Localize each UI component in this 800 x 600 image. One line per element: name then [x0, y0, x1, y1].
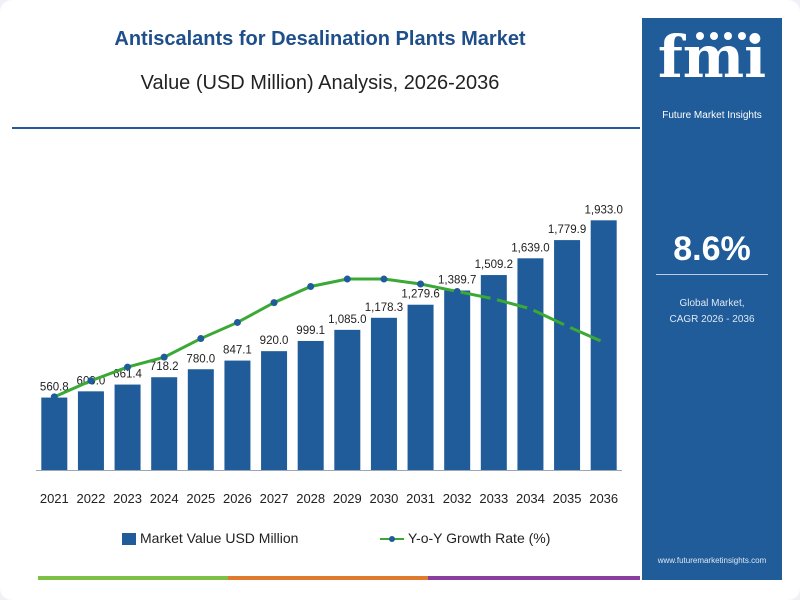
bar [297, 340, 324, 470]
x-tick-label: 2024 [150, 491, 179, 506]
cagr-divider [656, 274, 768, 275]
x-tick-label: 2021 [40, 491, 69, 506]
x-tick-label: 2026 [223, 491, 252, 506]
legend-line-swatch [380, 533, 404, 545]
bar [41, 397, 68, 470]
bar [151, 377, 178, 470]
growth-rate-point [50, 393, 58, 401]
x-tick-label: 2023 [113, 491, 142, 506]
x-tick-label: 2022 [76, 491, 105, 506]
x-tick-label: 2035 [553, 491, 582, 506]
chart-title: Antiscalants for Desalination Plants Mar… [114, 28, 526, 50]
bar [554, 240, 581, 470]
footer-stripe-green [38, 576, 228, 580]
chart-subtitle: Value (USD Million) Analysis, 2026-2036 [140, 72, 500, 94]
bar [187, 369, 214, 470]
title-divider [12, 127, 640, 129]
growth-rate-point [343, 275, 351, 283]
legend-line-label: Y-o-Y Growth Rate (%) [408, 530, 551, 546]
cagr-label-line1: Global Market, [679, 298, 745, 309]
chart-plot: 560.82021609.02022661.42023718.22024780.… [36, 204, 623, 506]
x-tick-label: 2032 [443, 491, 472, 506]
growth-rate-point [380, 275, 388, 283]
legend-item-line: Y-o-Y Growth Rate (%) [380, 530, 550, 552]
x-tick-label: 2029 [333, 491, 362, 506]
bar-value-label: 1,389.7 [438, 274, 476, 286]
cagr-label: Global Market, CAGR 2026 - 2036 [642, 296, 782, 328]
bar-value-label: 1,639.0 [511, 242, 549, 254]
bar-value-label: 718.2 [150, 361, 179, 373]
bar [480, 275, 507, 470]
footer-stripe-purple [428, 576, 640, 580]
bar [224, 360, 251, 470]
x-tick-label: 2027 [260, 491, 289, 506]
brand-name: Future Market Insights [662, 110, 762, 121]
cagr-label-line2: CAGR 2026 - 2036 [669, 314, 755, 325]
bar-value-label: 1,779.9 [548, 224, 586, 236]
bar [77, 391, 104, 470]
bar-value-label: 780.0 [186, 353, 215, 365]
growth-rate-point [490, 295, 498, 303]
bar-value-label: 1,279.6 [401, 289, 439, 301]
growth-rate-point [600, 338, 608, 346]
x-tick-label: 2030 [369, 491, 398, 506]
growth-rate-point [233, 318, 241, 326]
legend-item-bars: Market Value USD Million [122, 530, 298, 552]
growth-rate-point [197, 335, 205, 343]
bar-value-label: 1,933.0 [585, 204, 623, 216]
growth-rate-point [87, 377, 95, 385]
bar-value-label: 1,178.3 [365, 302, 403, 314]
bar [261, 351, 288, 470]
growth-rate-point [453, 287, 461, 295]
bar-value-label: 920.0 [260, 335, 289, 347]
brand-sidebar: fmi Future Market Insights 8.6% Global M… [642, 18, 782, 580]
legend-bar-label: Market Value USD Million [140, 530, 299, 546]
bar-value-label: 999.1 [296, 325, 325, 337]
growth-rate-point [160, 353, 168, 361]
bar [517, 258, 544, 470]
bar [444, 290, 471, 470]
bar [334, 329, 361, 470]
x-tick-label: 2028 [296, 491, 325, 506]
footer-stripe-orange [228, 576, 428, 580]
growth-rate-point [124, 363, 132, 371]
x-tick-label: 2031 [406, 491, 435, 506]
bar-value-label: 1,509.2 [475, 259, 513, 271]
bar-value-label: 560.8 [40, 382, 69, 394]
growth-rate-point [563, 322, 571, 330]
bar-value-label: 661.4 [113, 369, 142, 381]
growth-rate-point [417, 280, 425, 288]
growth-rate-point [526, 305, 534, 313]
logo-globe-icon [696, 32, 746, 40]
growth-rate-point [270, 299, 278, 307]
x-tick-label: 2025 [186, 491, 215, 506]
cagr-value: 8.6% [673, 230, 751, 268]
brand-logo: fmi [657, 23, 767, 91]
growth-rate-line [53, 277, 605, 399]
bar [407, 304, 434, 470]
x-tick-label: 2033 [479, 491, 508, 506]
bar [370, 317, 397, 470]
bar-value-label: 847.1 [223, 345, 252, 357]
bar-value-label: 1,085.0 [328, 314, 366, 326]
x-tick-label: 2036 [589, 491, 618, 506]
growth-rate-point [307, 282, 315, 290]
legend-bar-swatch [122, 533, 136, 546]
website-link[interactable]: www.futuremarketinsights.com [657, 556, 767, 565]
x-tick-label: 2034 [516, 491, 545, 506]
bar [114, 384, 141, 470]
